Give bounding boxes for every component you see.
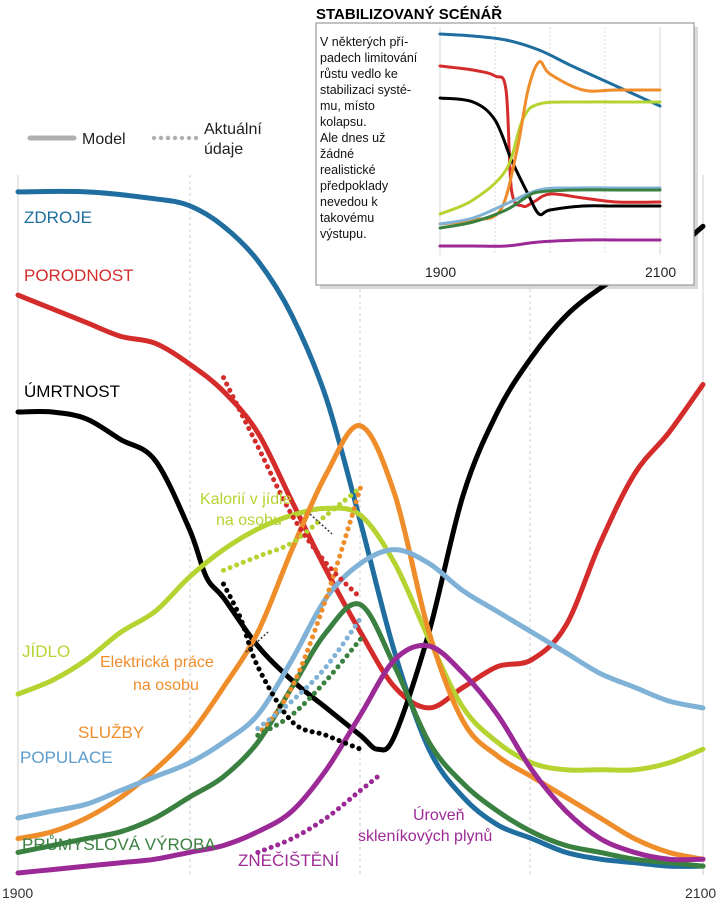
- label-jidlo: JÍDLO: [22, 642, 70, 661]
- annotation-kalorii-line1: Kalorií v jídle: [200, 491, 292, 508]
- inset-text-line: Ale dnes už: [320, 131, 385, 145]
- inset-text-line: mu, místo: [320, 99, 375, 113]
- label-znecisteni: ZNEČIŠTĚNÍ: [238, 851, 339, 870]
- series-line-populace: [15, 547, 706, 821]
- inset-text-line: realistické: [320, 163, 376, 177]
- legend-model-label: Model: [82, 131, 126, 148]
- inset-text-line: takovému: [320, 211, 374, 225]
- inset-series-line-0: [438, 32, 662, 108]
- actual-data-dots-elektricka-prace-na-osobu: [255, 485, 363, 738]
- x-tick-label-end: 2100: [685, 885, 716, 901]
- actual-data-dots-umrtnost: [221, 581, 363, 752]
- series-line-znecisteni: [15, 642, 706, 876]
- legend-actual-label-line2: údaje: [204, 141, 243, 158]
- inset-text-line: stabilizaci systé-: [320, 83, 411, 97]
- x-tick-label-start: 1900: [2, 885, 33, 901]
- annotation-kalorii-pointer: [309, 513, 333, 535]
- label-porodnost: PORODNOST: [24, 266, 134, 285]
- actual-data-group: [221, 375, 381, 855]
- series-line-jidlo: [15, 505, 706, 773]
- annotation-elektricka-line2: na osobu: [133, 677, 199, 694]
- label-zdroje: ZDROJE: [24, 208, 92, 227]
- inset-title: STABILIZOVANÝ SCÉNÁŘ: [316, 5, 502, 23]
- annotation-sklenik-line1: Úroveň: [413, 805, 465, 824]
- inset-text-line: předpoklady: [320, 179, 389, 193]
- legend-actual-label-line1: Aktuální: [204, 121, 262, 138]
- label-populace: POPULACE: [20, 748, 113, 767]
- actual-data-dots-populace: [255, 615, 363, 731]
- inset-text-line: nevedou k: [320, 195, 378, 209]
- inset-text-line: kolapsu.: [320, 115, 367, 129]
- annotation-sklenik-line2: skleníkových plynů: [358, 827, 492, 845]
- legend-actual-swatch: [151, 135, 199, 141]
- inset-text-line: žádné: [320, 147, 354, 161]
- inset-panel: STABILIZOVANÝ SCÉNÁŘ V některých pří- pa…: [315, 5, 698, 289]
- actual-data-dots-prumyslova-vyroba: [255, 636, 363, 738]
- inset-text-line: výstupu.: [320, 227, 367, 241]
- legend: Model Aktuální údaje: [27, 121, 262, 158]
- inset-text-line: růstu vedlo ke: [320, 67, 398, 81]
- inset-series-line-6: [438, 188, 662, 230]
- label-prumysl: PRŮMYSLOVÁ VÝROBA: [22, 835, 216, 854]
- annotation-kalorii-line2: na osobu: [216, 512, 282, 529]
- annotation-elektricka-line1: Elektrická práce: [100, 654, 214, 671]
- series-line-prumyslova-vyroba: [15, 601, 706, 869]
- inset-series-line-1: [438, 64, 662, 208]
- main-series-group: [15, 188, 706, 876]
- annotation-elektricka-pointer: [245, 631, 269, 653]
- label-sluzby: SLUŽBY: [78, 723, 144, 742]
- inset-series-line-5: [438, 186, 662, 226]
- inset-series-line-2: [438, 96, 662, 217]
- label-umrtnost: ÚMRTNOST: [24, 382, 120, 401]
- series-line-porodnost: [15, 292, 706, 711]
- inset-x-tick-start: 1900: [425, 264, 456, 280]
- inset-text-line: V některých pří-: [320, 35, 408, 49]
- inset-series-line-7: [438, 238, 662, 248]
- actual-data-dots-porodnost: [221, 375, 363, 601]
- inset-series-group: [438, 32, 662, 248]
- inset-text-block: V některých pří- padech limitování růstu…: [320, 35, 418, 241]
- inset-series-line-3: [438, 100, 662, 216]
- series-line-zdroje: [15, 188, 706, 869]
- inset-text-line: padech limitování: [320, 51, 418, 65]
- inset-x-tick-end: 2100: [645, 264, 676, 280]
- actual-data-dots-uroven-sklenikovych-plynu: [255, 774, 381, 855]
- series-line-umrtnost: [15, 223, 706, 753]
